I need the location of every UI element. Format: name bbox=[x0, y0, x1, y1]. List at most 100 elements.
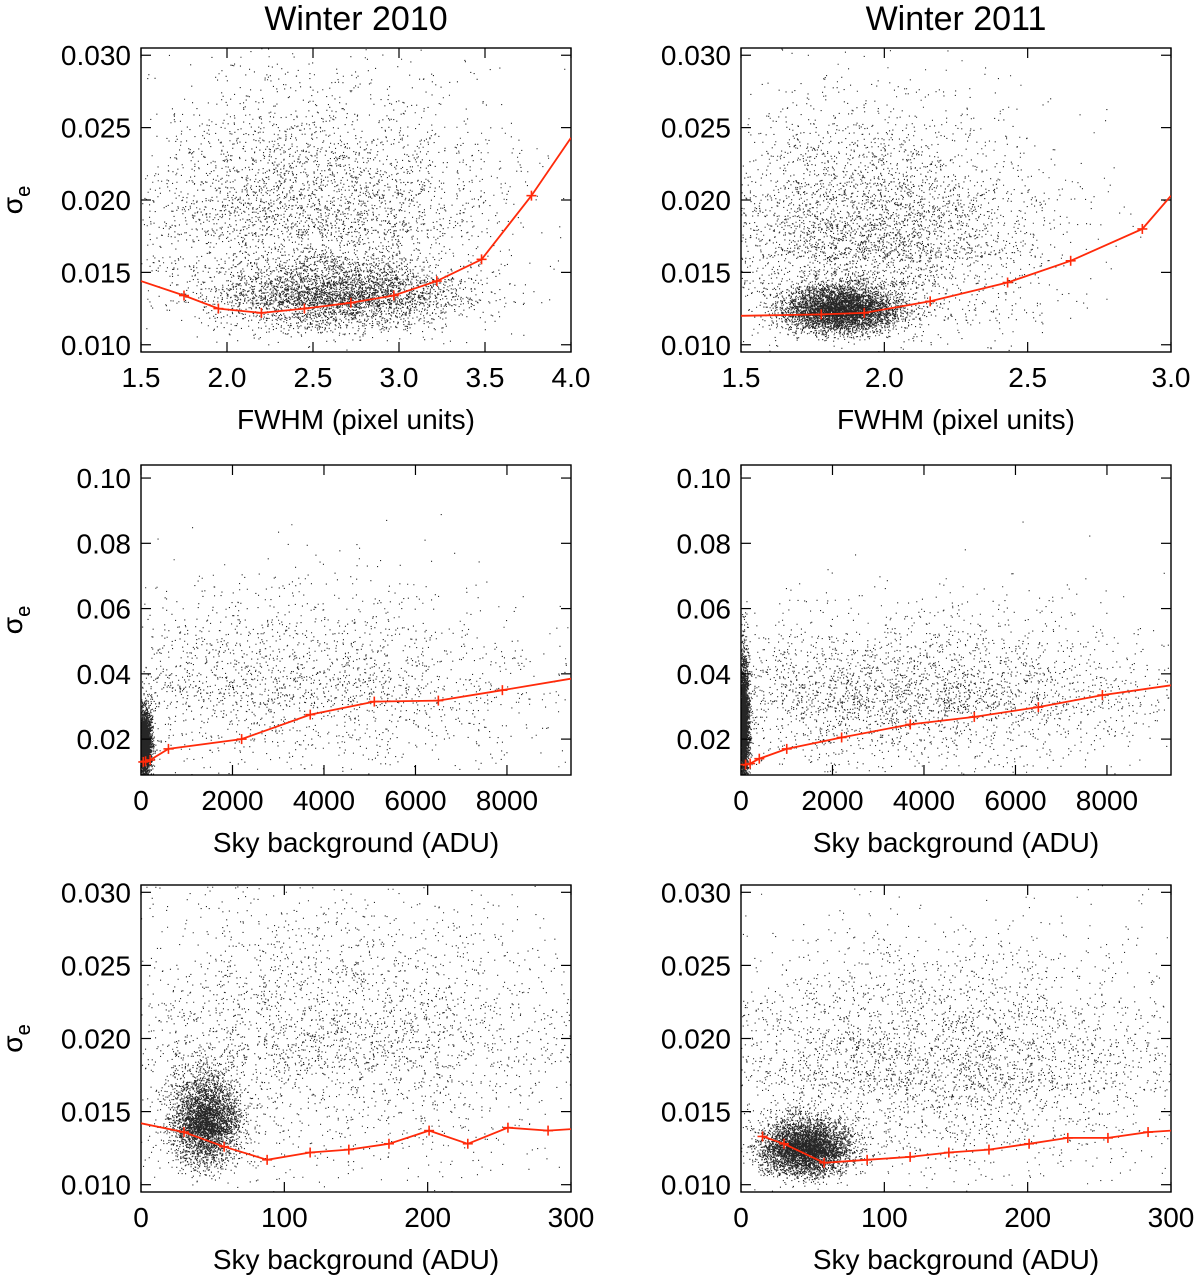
panel-sky-wide-2010: 0 2000 4000 6000 8000 0.02 0.04 0.06 0.08 0.10 Sky… bbox=[0, 463, 572, 858]
x-axis-label: Sky background (ADU) bbox=[213, 827, 499, 858]
x-axis-label: FWHM (pixel units) bbox=[837, 404, 1075, 435]
fit-point bbox=[819, 1157, 830, 1168]
y-tick-label: 0.02 bbox=[77, 724, 132, 755]
y-tick-label: 0.04 bbox=[677, 659, 732, 690]
fit-point bbox=[983, 1144, 994, 1155]
fit-point bbox=[163, 743, 174, 754]
y-tick-label: 0.015 bbox=[661, 257, 731, 288]
plot-frame bbox=[740, 464, 1172, 776]
fit-line-sky-zoom-2010 bbox=[141, 1122, 571, 1161]
fit-point bbox=[859, 307, 870, 318]
y-tick-label: 0.020 bbox=[61, 1024, 131, 1055]
y-axis-label: σe bbox=[0, 606, 35, 634]
fit-point bbox=[1062, 1132, 1073, 1143]
fit-point bbox=[236, 734, 247, 745]
x-tick-label: 3.0 bbox=[380, 362, 419, 393]
fit-point bbox=[262, 1154, 273, 1165]
x-tick-label: 0 bbox=[133, 1202, 149, 1233]
y-tick-label: 0.10 bbox=[77, 463, 132, 494]
fit-point bbox=[424, 1125, 435, 1136]
y-tick-label: 0.025 bbox=[61, 950, 131, 981]
fit-point bbox=[145, 754, 156, 765]
y-tick-label: 0.06 bbox=[77, 594, 132, 625]
y-tick-label: 0.020 bbox=[661, 1024, 731, 1055]
x-axis-label: Sky background (ADU) bbox=[813, 1244, 1099, 1275]
fit-point bbox=[383, 1138, 394, 1149]
fit-line-sky-zoom-2011 bbox=[762, 1129, 1171, 1164]
panels: 1.5 2.0 2.5 3.0 3.5 4.00.0100.0150.0200.0250.… bbox=[0, 40, 1194, 1275]
y-tick-label: 0.025 bbox=[661, 950, 731, 981]
y-axis-label: σe bbox=[0, 1024, 35, 1052]
x-tick-label: 4000 bbox=[893, 785, 955, 816]
x-tick-label: 2.5 bbox=[294, 362, 333, 393]
fit-point bbox=[1102, 1132, 1113, 1143]
x-tick-label: 6000 bbox=[384, 785, 446, 816]
fit-point bbox=[219, 1141, 230, 1152]
fit-point bbox=[543, 1125, 554, 1136]
fit-point bbox=[781, 743, 792, 754]
fit-point bbox=[1065, 255, 1076, 266]
x-tick-label: 8000 bbox=[1076, 785, 1138, 816]
fit-point bbox=[213, 303, 224, 314]
fit-point bbox=[140, 756, 151, 767]
fit-point bbox=[305, 709, 316, 720]
y-tick-label: 0.030 bbox=[661, 40, 731, 71]
fit-point bbox=[816, 309, 827, 320]
scatter-dots-sky-zoom-2011 bbox=[741, 885, 1171, 1192]
x-axis-label: FWHM (pixel units) bbox=[237, 404, 475, 435]
x-tick-label: 1.5 bbox=[122, 362, 161, 393]
y-tick-label: 0.025 bbox=[661, 113, 731, 144]
scatter-dots-fwhm-2010 bbox=[141, 48, 566, 351]
y-tick-label: 0.010 bbox=[661, 1170, 731, 1201]
fit-point bbox=[969, 711, 980, 722]
fit-point bbox=[1033, 702, 1044, 713]
scatter-points bbox=[141, 885, 571, 1192]
plot-frame bbox=[140, 464, 572, 776]
fit-point bbox=[740, 759, 751, 770]
fit-point bbox=[862, 1154, 873, 1165]
scatter-dots-sky-zoom-2010 bbox=[141, 885, 571, 1192]
y-tick-label: 0.010 bbox=[61, 330, 131, 361]
x-tick-label: 2000 bbox=[801, 785, 863, 816]
y-axis-label: σe bbox=[0, 186, 35, 214]
x-tick-label: 4000 bbox=[293, 785, 355, 816]
fit-point bbox=[369, 696, 380, 707]
panel-fwhm-2011: 1.5 2.0 2.5 3.0 0.010 0.015 0.020 0.025 0.030 FWH… bbox=[0, 40, 1190, 435]
x-tick-label: 300 bbox=[548, 1202, 595, 1233]
y-tick-label: 0.06 bbox=[677, 594, 732, 625]
fit-point bbox=[1002, 277, 1013, 288]
y-tick-label: 0.025 bbox=[61, 113, 131, 144]
fit-point bbox=[1143, 1127, 1154, 1138]
y-tick-label: 0.030 bbox=[661, 877, 731, 908]
fit-point bbox=[388, 290, 399, 301]
y-axis-label: σe bbox=[0, 1024, 35, 1052]
x-tick-label: 2.5 bbox=[1008, 362, 1047, 393]
x-tick-label: 3.5 bbox=[466, 362, 505, 393]
fit-point bbox=[345, 297, 356, 308]
x-tick-label: 0 bbox=[733, 785, 749, 816]
scatter-points bbox=[741, 48, 1165, 352]
scatter-dots-sky-wide-2011 bbox=[741, 521, 1170, 775]
x-tick-label: 100 bbox=[861, 1202, 908, 1233]
fit-point bbox=[502, 1122, 513, 1133]
fit-point bbox=[343, 1144, 354, 1155]
fit-point bbox=[836, 732, 847, 743]
fit-point bbox=[433, 695, 444, 706]
fit-line-sky-wide-2010 bbox=[143, 677, 571, 763]
fit-line-sky-wide-2011 bbox=[742, 684, 1171, 767]
fit-point bbox=[526, 190, 537, 201]
panel-sky-zoom-2010: 0 100 200 300 0.010 0.015 0.020 0.025 0.030 Sky b… bbox=[0, 877, 594, 1275]
y-axis-label: σe bbox=[0, 606, 35, 634]
fit-point bbox=[745, 758, 756, 769]
fit-point bbox=[497, 685, 508, 696]
fit-point bbox=[943, 1147, 954, 1158]
y-tick-label: 0.015 bbox=[61, 257, 131, 288]
scatter-points bbox=[741, 521, 1170, 775]
fit-point bbox=[431, 276, 442, 287]
y-tick-label: 0.02 bbox=[677, 724, 732, 755]
column-title-2010: Winter 2010 bbox=[264, 0, 447, 38]
fit-point bbox=[1024, 1138, 1035, 1149]
x-tick-label: 3.0 bbox=[1152, 362, 1191, 393]
